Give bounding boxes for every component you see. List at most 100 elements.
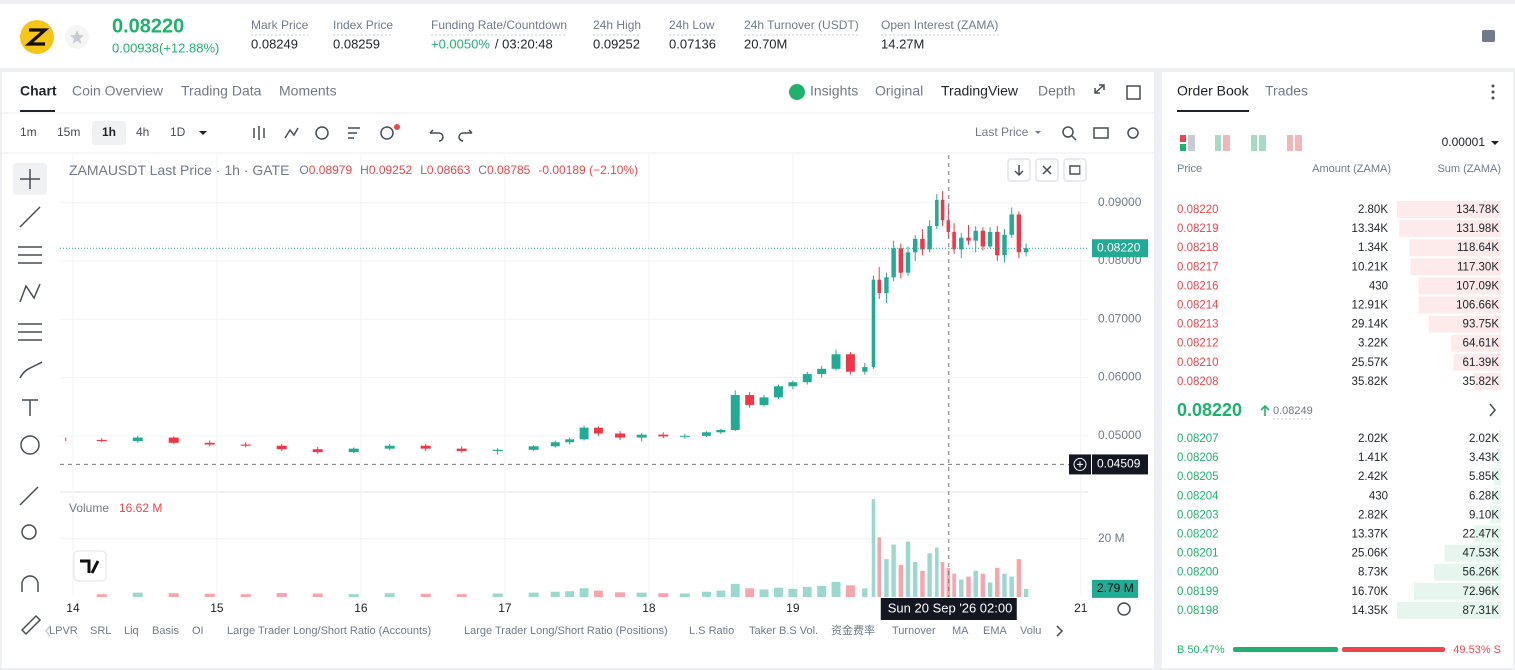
y-tick-label: 0.05000 xyxy=(1098,428,1142,442)
volume-bar xyxy=(920,570,925,597)
indicator-tab[interactable]: Taker B.S Vol. xyxy=(749,625,818,637)
stat-label[interactable]: Funding Rate/Countdown xyxy=(431,18,567,32)
indicator-tab[interactable]: Large Trader Long/Short Ratio (Accounts) xyxy=(227,625,431,637)
stat-value: 14.27M xyxy=(881,36,924,51)
mark-price: 0.08249 xyxy=(1273,405,1313,417)
stat-label[interactable]: 24h Low xyxy=(669,18,715,32)
stat-label[interactable]: 24h Turnover (USDT) xyxy=(744,18,859,32)
order-price: 0.08200 xyxy=(1177,567,1219,579)
candle-body xyxy=(615,433,626,438)
view-tab[interactable]: Depth xyxy=(1038,83,1075,99)
indicator-tab[interactable]: MA xyxy=(952,625,969,637)
interval[interactable]: 15m xyxy=(57,125,80,139)
candle-body xyxy=(912,238,918,253)
candle-body xyxy=(276,445,287,450)
chart-tab[interactable]: Coin Overview xyxy=(72,83,164,99)
depth-bar xyxy=(1409,239,1501,257)
stat-label[interactable]: 24h High xyxy=(593,18,641,32)
indicator-tab[interactable]: LPVR xyxy=(49,625,78,637)
active-interval-bg xyxy=(92,121,126,145)
y-tick-label: 0.06000 xyxy=(1098,370,1142,384)
candle-body xyxy=(636,434,647,438)
orderbook-tab[interactable]: Order Book xyxy=(1177,83,1250,99)
indicator-tab[interactable]: Turnover xyxy=(892,625,936,637)
candle-body xyxy=(716,429,726,433)
volume-bar xyxy=(952,573,956,597)
volume-bar xyxy=(730,583,740,597)
indicator-tab[interactable]: EMA xyxy=(983,625,1008,637)
order-amount: 8.73K xyxy=(1358,567,1388,579)
indicator-tab[interactable]: Basis xyxy=(152,625,179,637)
interval[interactable]: 4h xyxy=(136,125,149,139)
orderbook-tab[interactable]: Trades xyxy=(1265,83,1308,99)
candle-body xyxy=(845,354,855,372)
depth-mode-icons[interactable] xyxy=(1180,135,1302,151)
legend-key: H xyxy=(360,163,369,177)
order-price: 0.08216 xyxy=(1177,280,1219,292)
more-icon[interactable] xyxy=(1491,84,1495,100)
indicator-tab[interactable]: Volu xyxy=(1020,625,1041,637)
indicator-tab[interactable]: L.S Ratio xyxy=(689,625,734,637)
volume-bar xyxy=(615,592,626,597)
stat-value: 20.70M xyxy=(744,36,787,51)
stat-label[interactable]: Mark Price xyxy=(251,18,309,32)
depth-bar xyxy=(1451,334,1501,352)
header-bar xyxy=(0,4,1515,68)
order-price: 0.08210 xyxy=(1177,357,1219,369)
order-sum: 134.78K xyxy=(1456,204,1499,216)
candle-body xyxy=(862,367,868,372)
order-amount: 25.57K xyxy=(1352,357,1389,369)
volume-bar xyxy=(940,562,945,597)
interval[interactable]: 1m xyxy=(20,125,37,139)
star-icon xyxy=(70,30,84,44)
stat-label[interactable]: Open Interest (ZAMA) xyxy=(881,18,998,32)
layout-icon[interactable] xyxy=(1482,30,1495,42)
volume-bar xyxy=(788,588,798,597)
volume-bar xyxy=(1009,576,1014,597)
view-tab[interactable]: Insights xyxy=(810,83,858,99)
interval[interactable]: 1D xyxy=(170,125,186,139)
order-sum: 22.47K xyxy=(1463,529,1500,541)
volume-bar xyxy=(745,588,755,597)
indicator-tab[interactable]: Liq xyxy=(124,625,139,637)
indicator-tab[interactable]: Large Trader Long/Short Ratio (Positions… xyxy=(464,625,668,637)
chart-buttons[interactable] xyxy=(1007,158,1131,637)
volume-bar xyxy=(348,594,359,597)
volume-bar xyxy=(966,576,971,597)
depth-bar xyxy=(1399,220,1501,238)
interval[interactable]: 1h xyxy=(102,125,116,139)
view-tab[interactable]: Original xyxy=(875,83,923,99)
order-sum: 87.31K xyxy=(1463,605,1500,617)
chart-tab[interactable]: Chart xyxy=(20,83,57,99)
chart-tab[interactable]: Moments xyxy=(279,83,337,99)
indicator-tab[interactable]: SRL xyxy=(90,625,111,637)
depth-bar xyxy=(1433,563,1501,581)
order-sum: 117.30K xyxy=(1457,261,1499,273)
candle-body xyxy=(987,231,993,247)
indicator-tab[interactable]: 资金费率 xyxy=(831,623,875,637)
view-tab[interactable]: TradingView xyxy=(941,83,1019,99)
volume-bar xyxy=(312,593,323,597)
order-amount: 430 xyxy=(1369,490,1388,502)
volume-bar xyxy=(935,547,939,597)
indicator-tab[interactable]: OI xyxy=(192,625,204,637)
candle-body xyxy=(204,442,215,445)
order-sum: 9.10K xyxy=(1469,509,1499,521)
depth-bar xyxy=(1473,372,1501,390)
candle-body xyxy=(817,368,827,375)
depth-bar xyxy=(1496,449,1501,467)
chevron[interactable] xyxy=(45,625,51,637)
legend-value: 0.08785 xyxy=(487,163,531,177)
tick-size[interactable]: 0.00001 xyxy=(1442,135,1486,149)
price-type[interactable]: Last Price xyxy=(975,125,1029,139)
column-header: Price xyxy=(1177,163,1202,175)
stat-label[interactable]: Index Price xyxy=(333,18,393,32)
order-amount: 2.42K xyxy=(1358,471,1388,483)
chevron[interactable] xyxy=(1489,403,1496,417)
chart-tab[interactable]: Trading Data xyxy=(181,83,262,99)
volume-bar xyxy=(845,585,855,597)
stat-value: 0.07136 xyxy=(669,36,716,51)
depth-bar xyxy=(1474,525,1501,543)
order-amount: 1.41K xyxy=(1358,452,1388,464)
order-price: 0.08218 xyxy=(1177,242,1219,254)
